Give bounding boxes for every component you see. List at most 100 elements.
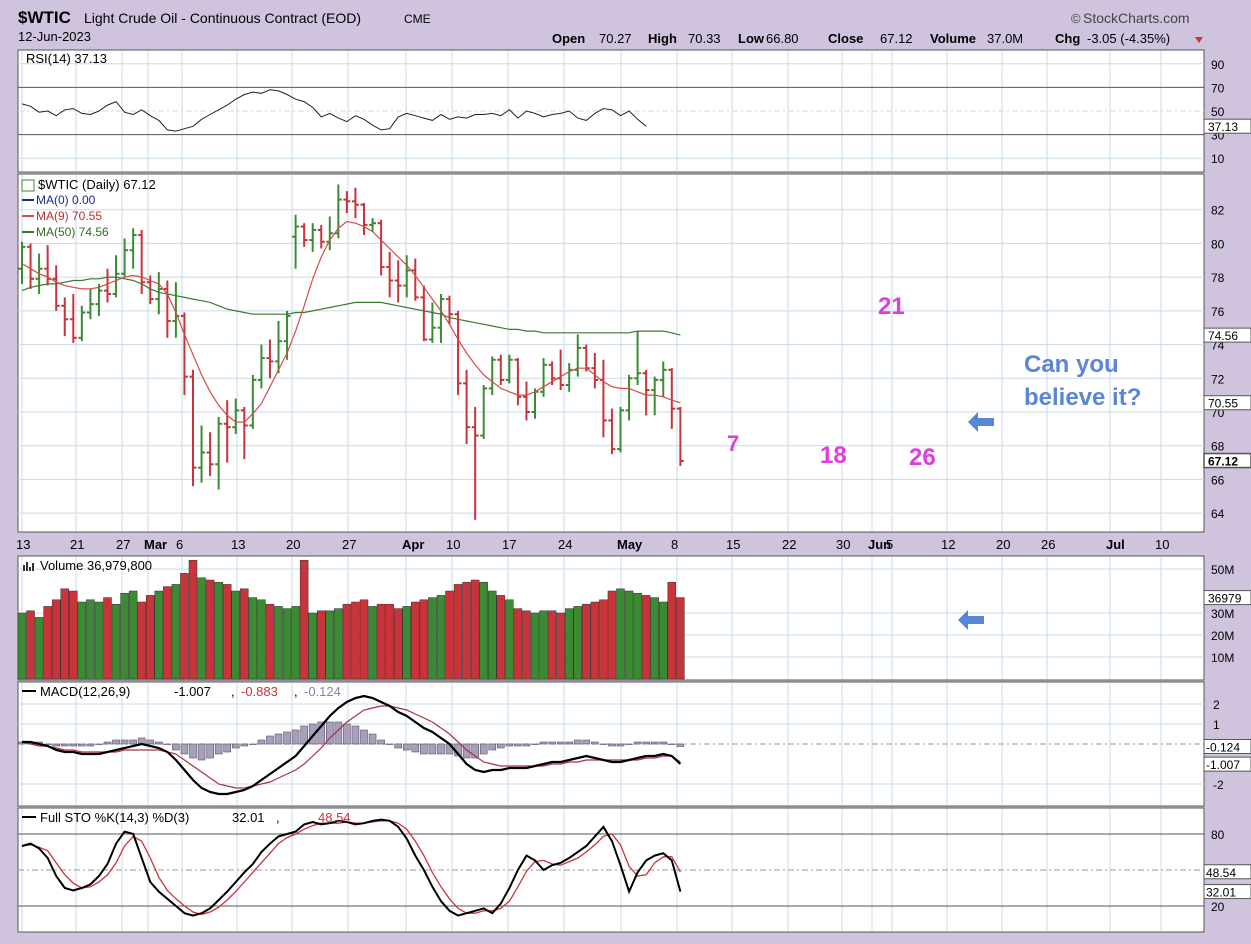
volume-bar <box>77 601 87 680</box>
chg-label: Chg <box>1055 31 1080 46</box>
price-value-tag <box>1203 327 1251 343</box>
price-bar <box>249 374 257 429</box>
macd-histogram-bar <box>659 741 668 745</box>
macd-histogram-bar <box>180 743 189 755</box>
price-axis-label: 68 <box>1211 440 1225 454</box>
volume-bar <box>248 597 258 680</box>
volume-bar <box>180 573 189 680</box>
price-bar <box>104 268 111 303</box>
x-axis-tick-label: 10 <box>446 537 460 552</box>
price-legend: MA(0) 0.00 MA(9) 70.55 MA(50) 74.56 <box>22 193 109 239</box>
price-axis-label: 80 <box>1211 237 1225 251</box>
volume-bar <box>556 612 565 680</box>
price-bar <box>163 280 171 338</box>
symbol-title: $WTIC <box>18 8 71 27</box>
price-bar <box>155 272 163 315</box>
close-label: Close <box>828 31 863 46</box>
macd-histogram-bar <box>69 743 78 747</box>
exchange-label: CME <box>404 12 431 26</box>
x-axis-tick-label: May <box>617 537 643 552</box>
sto-value-tag-label: 48.54 <box>1206 866 1236 880</box>
macd-histogram-bar <box>172 743 180 751</box>
macd-histogram-bar <box>189 743 197 759</box>
macd-axis-label: 2 <box>1213 698 1220 712</box>
x-axis-tick-label: 27 <box>116 537 130 552</box>
macd-histogram-bar <box>214 743 223 755</box>
price-bar <box>129 228 137 269</box>
rsi-axis-label: 70 <box>1211 81 1225 95</box>
macd-histogram-bar <box>676 743 685 747</box>
price-bar <box>112 255 120 298</box>
price-value-tag-label: 67.12 <box>1208 455 1238 469</box>
price-title: $WTIC (Daily) 67.12 <box>38 177 156 192</box>
price-bar <box>608 408 616 455</box>
x-axis-tick-label: 13 <box>231 537 245 552</box>
price-bar <box>275 320 282 374</box>
price-bar <box>463 369 471 445</box>
price-bar <box>634 331 642 386</box>
price-bar <box>78 305 86 342</box>
pivot-7-label: 7 <box>727 431 739 456</box>
volume-axis-label: 50M <box>1211 563 1234 577</box>
price-bar <box>257 344 265 389</box>
rsi-line <box>21 89 647 132</box>
volume-bar <box>188 559 198 680</box>
volume-bar <box>667 581 677 680</box>
macd-value-tag-label: -0.124 <box>1206 740 1240 754</box>
rsi-value-tag-label: 37.13 <box>1208 120 1238 134</box>
macd-histogram-bar <box>163 743 172 745</box>
macd-histogram-bar <box>573 739 582 745</box>
volume-axis-label: 10M <box>1211 651 1234 665</box>
ma0-label: MA(0) 0.00 <box>36 193 96 207</box>
price-bar <box>309 223 317 252</box>
volume-bar <box>505 599 514 680</box>
price-axis-label: 64 <box>1211 507 1225 521</box>
volume-bar <box>291 606 300 680</box>
macd-histogram-bar <box>565 741 574 745</box>
macd-histogram-bar <box>591 741 599 745</box>
macd-histogram-bar <box>146 739 155 745</box>
volume-bar <box>325 610 335 680</box>
x-axis-tick-label: 22 <box>782 537 796 552</box>
price-bar <box>454 310 462 396</box>
sto-d-value: 48.54 <box>318 810 351 825</box>
price-bar <box>223 400 231 463</box>
macd-histogram-bar <box>86 743 95 747</box>
volume-value-tag-label: 36979 <box>1208 592 1242 606</box>
macd-histogram-bar <box>308 723 317 745</box>
volume-bar <box>146 595 155 680</box>
x-axis-tick-label: 12 <box>941 537 955 552</box>
macd-histogram-bar <box>129 739 137 745</box>
macd-histogram-bar <box>291 729 300 745</box>
macd-histogram-bar <box>488 743 497 751</box>
chg-value: -3.05 (-4.35%) <box>1087 31 1170 46</box>
volume-bar <box>522 610 531 680</box>
volume-bar <box>402 606 411 680</box>
volume-bar <box>590 601 600 680</box>
price-bar <box>121 238 129 278</box>
macd-histogram-bar <box>266 735 274 745</box>
volume-bar <box>308 612 317 680</box>
price-bar <box>206 432 214 477</box>
volume-bar <box>436 595 446 680</box>
volume-bar <box>257 599 266 680</box>
macd-axis-label: 1 <box>1213 718 1220 732</box>
macd-histogram-bar <box>471 743 479 759</box>
volume-bar <box>111 603 121 680</box>
price-bar <box>69 294 77 343</box>
volume-bar <box>659 601 668 680</box>
x-axis-tick-label: Jun <box>868 537 891 552</box>
price-bar <box>471 406 479 520</box>
macd-histogram-bar <box>240 743 249 747</box>
macd-histogram-bar <box>522 743 531 747</box>
volume-bar <box>205 579 215 680</box>
volume-bar <box>641 595 651 680</box>
volume-bar <box>26 610 35 680</box>
volume-bar <box>633 592 642 680</box>
price-bar <box>52 265 60 311</box>
volume-bar <box>385 603 394 680</box>
macd-line <box>22 694 682 796</box>
macd-histogram-bar <box>249 743 257 745</box>
